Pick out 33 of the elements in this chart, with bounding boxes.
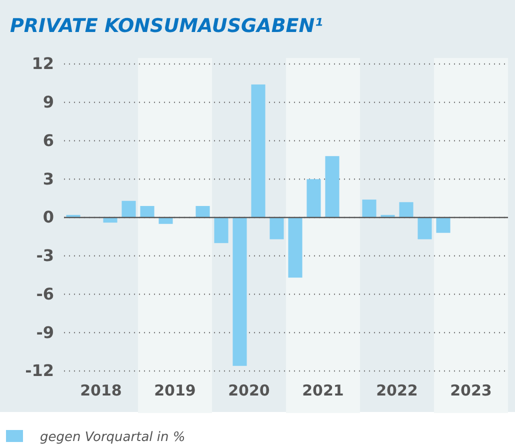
x-tick-label: 2022 xyxy=(376,382,418,400)
y-tick-label: 6 xyxy=(42,130,54,150)
y-tick-label: 0 xyxy=(42,208,54,227)
legend-label: gegen Vorquartal in % xyxy=(40,430,186,445)
bar xyxy=(196,206,210,218)
y-tick-label: 9 xyxy=(42,92,54,112)
y-tick-label: -6 xyxy=(36,284,54,304)
bar xyxy=(251,84,266,218)
bar xyxy=(418,218,432,240)
x-tick-label: 2021 xyxy=(302,382,344,400)
y-tick-label: 3 xyxy=(42,169,54,188)
y-tick-label: -3 xyxy=(36,246,54,265)
y-tick-label: 12 xyxy=(32,54,54,74)
bar xyxy=(325,156,340,218)
y-tick-label: -12 xyxy=(25,361,54,380)
x-tick-label: 2020 xyxy=(228,382,270,400)
bar xyxy=(103,218,118,223)
bar xyxy=(399,202,414,218)
bar xyxy=(270,218,284,240)
bar xyxy=(362,200,376,218)
bar xyxy=(214,218,228,244)
bar xyxy=(122,200,136,218)
y-tick-label: -9 xyxy=(36,322,54,342)
chart-title: PRIVATE KONSUMAUSGABEN¹ xyxy=(10,15,324,37)
x-tick-label: 2023 xyxy=(450,382,492,400)
bar xyxy=(140,206,154,218)
bar xyxy=(158,218,173,224)
bar xyxy=(232,218,247,366)
bar xyxy=(306,179,321,218)
x-tick-label: 2019 xyxy=(154,382,196,400)
bar xyxy=(288,218,302,278)
bar xyxy=(436,218,450,233)
x-tick-label: 2018 xyxy=(80,382,122,400)
